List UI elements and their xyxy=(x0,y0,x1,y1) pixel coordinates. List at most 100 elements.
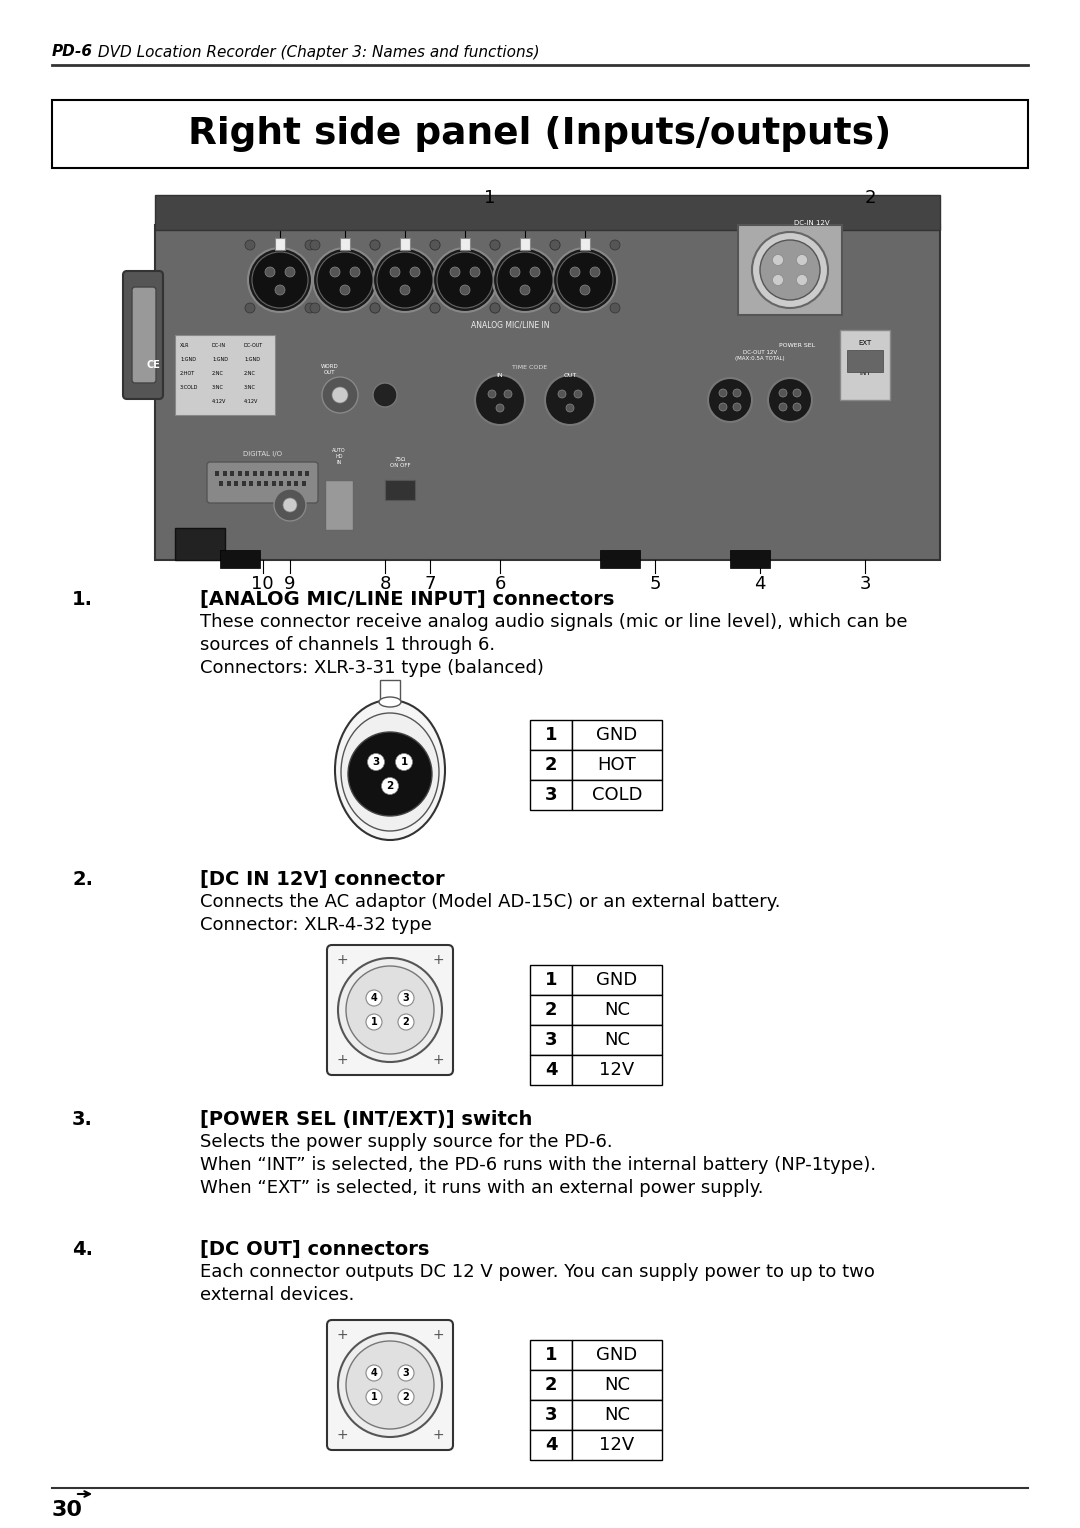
Text: 3: 3 xyxy=(544,785,557,804)
Text: 2: 2 xyxy=(403,1018,409,1027)
Text: NC: NC xyxy=(604,1001,630,1019)
Circle shape xyxy=(318,252,373,309)
Circle shape xyxy=(346,1342,434,1429)
Circle shape xyxy=(550,303,561,313)
Circle shape xyxy=(558,390,566,397)
Circle shape xyxy=(793,403,801,411)
Circle shape xyxy=(340,286,350,295)
Bar xyxy=(220,550,260,568)
Text: DC-IN 12V: DC-IN 12V xyxy=(795,220,831,226)
Text: 3:COLD: 3:COLD xyxy=(180,385,199,390)
Text: [DC OUT] connectors: [DC OUT] connectors xyxy=(200,1241,430,1259)
Circle shape xyxy=(733,390,741,397)
Circle shape xyxy=(504,390,512,397)
Bar xyxy=(230,471,234,477)
Ellipse shape xyxy=(335,700,445,840)
Circle shape xyxy=(370,303,380,313)
Text: +: + xyxy=(432,1328,444,1342)
Text: 1:GND: 1:GND xyxy=(180,358,195,362)
Text: +: + xyxy=(432,953,444,967)
Circle shape xyxy=(350,267,360,277)
Circle shape xyxy=(490,303,500,313)
Text: external devices.: external devices. xyxy=(200,1287,354,1303)
Bar xyxy=(268,471,271,477)
Text: 7: 7 xyxy=(424,575,435,593)
Text: DIGITAL I/O: DIGITAL I/O xyxy=(243,451,282,457)
Text: Selects the power supply source for the PD-6.: Selects the power supply source for the … xyxy=(200,1132,612,1151)
Circle shape xyxy=(274,489,306,521)
Circle shape xyxy=(460,286,470,295)
Text: NC: NC xyxy=(604,1377,630,1394)
Text: 4: 4 xyxy=(370,993,377,1002)
Circle shape xyxy=(338,958,442,1062)
Text: 3: 3 xyxy=(544,1031,557,1050)
Text: INT: INT xyxy=(860,370,870,376)
Circle shape xyxy=(283,498,297,512)
Text: These connector receive analog audio signals (mic or line level), which can be: These connector receive analog audio sig… xyxy=(200,613,907,631)
Bar xyxy=(175,529,225,559)
Circle shape xyxy=(566,403,573,413)
Circle shape xyxy=(275,286,285,295)
Circle shape xyxy=(245,303,255,313)
Circle shape xyxy=(708,377,752,422)
Bar xyxy=(286,481,291,486)
Circle shape xyxy=(348,732,432,816)
Circle shape xyxy=(265,267,275,277)
Text: [POWER SEL (INT/EXT)] switch: [POWER SEL (INT/EXT)] switch xyxy=(200,1109,532,1129)
Text: [DC IN 12V] connector: [DC IN 12V] connector xyxy=(200,869,445,889)
Bar xyxy=(530,966,572,995)
Circle shape xyxy=(390,267,400,277)
Circle shape xyxy=(346,966,434,1054)
Circle shape xyxy=(793,390,801,397)
FancyBboxPatch shape xyxy=(327,944,453,1076)
Text: 4: 4 xyxy=(544,1060,557,1079)
Text: XLR: XLR xyxy=(180,342,189,348)
Text: POWER SEL: POWER SEL xyxy=(779,342,815,348)
Text: 2: 2 xyxy=(403,1392,409,1403)
Text: 4: 4 xyxy=(370,1368,377,1378)
Circle shape xyxy=(475,374,525,425)
Bar xyxy=(271,481,275,486)
Circle shape xyxy=(550,303,561,313)
Circle shape xyxy=(430,303,440,313)
Circle shape xyxy=(430,303,440,313)
Circle shape xyxy=(760,240,820,299)
Circle shape xyxy=(492,248,557,312)
Circle shape xyxy=(399,1365,414,1381)
Bar xyxy=(460,238,470,251)
Text: 12V: 12V xyxy=(599,1060,635,1079)
Text: GND: GND xyxy=(596,970,637,989)
Circle shape xyxy=(719,403,727,411)
Bar xyxy=(572,1340,662,1371)
Circle shape xyxy=(399,1015,414,1030)
Text: 1:GND: 1:GND xyxy=(212,358,228,362)
Circle shape xyxy=(381,778,399,795)
Bar xyxy=(245,471,249,477)
Circle shape xyxy=(367,753,384,770)
Bar xyxy=(530,1054,572,1085)
Text: 3:NC: 3:NC xyxy=(212,385,224,390)
Circle shape xyxy=(590,267,600,277)
Text: TIME CODE: TIME CODE xyxy=(512,365,548,370)
Bar xyxy=(530,1371,572,1400)
Circle shape xyxy=(779,390,787,397)
Circle shape xyxy=(366,990,382,1005)
Bar xyxy=(530,1025,572,1054)
Text: 1: 1 xyxy=(544,726,557,744)
Circle shape xyxy=(488,390,496,397)
Circle shape xyxy=(772,275,783,286)
Circle shape xyxy=(779,403,787,411)
Circle shape xyxy=(545,374,595,425)
Text: Right side panel (Inputs/outputs): Right side panel (Inputs/outputs) xyxy=(188,116,892,151)
Circle shape xyxy=(366,1389,382,1406)
Bar xyxy=(305,471,309,477)
Bar xyxy=(572,1054,662,1085)
Bar xyxy=(572,779,662,810)
Circle shape xyxy=(400,286,410,295)
Text: +: + xyxy=(432,1429,444,1442)
Circle shape xyxy=(797,255,808,266)
Text: 8: 8 xyxy=(379,575,391,593)
Bar xyxy=(257,481,260,486)
Circle shape xyxy=(370,303,380,313)
Text: 3: 3 xyxy=(403,993,409,1002)
